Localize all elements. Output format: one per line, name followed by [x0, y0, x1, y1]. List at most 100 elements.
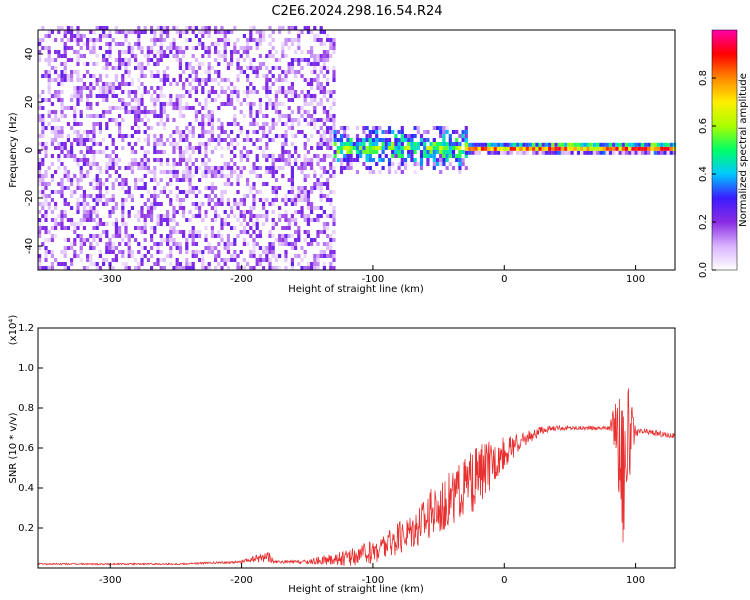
heatmap-cell — [159, 150, 163, 154]
heatmap-cell — [252, 198, 256, 202]
heatmap-cell — [403, 158, 408, 162]
heatmap-cell — [262, 86, 266, 90]
heatmap-cell — [175, 162, 179, 166]
heatmap-cell — [249, 62, 253, 66]
heatmap-cell — [156, 142, 160, 146]
heatmap-cell — [461, 162, 465, 166]
heatmap-cell — [185, 250, 189, 254]
heatmap-cell — [63, 198, 67, 202]
heatmap-cell — [252, 266, 256, 270]
heatmap-cell — [89, 146, 93, 150]
heatmap-cell — [82, 142, 86, 146]
heatmap-cell — [252, 66, 256, 70]
heatmap-cell — [70, 194, 74, 198]
heatmap-cell — [50, 250, 54, 254]
heatmap-cell — [73, 34, 77, 38]
heatmap-cell — [329, 214, 333, 218]
heatmap-cell — [60, 26, 64, 30]
heatmap-cell — [162, 94, 166, 98]
heatmap-cell — [47, 182, 51, 186]
heatmap-cell — [191, 66, 195, 70]
heatmap-cell — [242, 218, 246, 222]
heatmap-cell — [246, 66, 250, 70]
heatmap-cell — [391, 154, 395, 158]
heatmap-cell — [274, 58, 278, 62]
heatmap-cell — [86, 46, 90, 50]
heatmap-cell — [153, 158, 157, 162]
heatmap-cell — [310, 134, 314, 138]
heatmap-cell — [217, 262, 221, 266]
heatmap-cell — [92, 138, 96, 142]
heatmap-cell — [329, 162, 333, 166]
heatmap-cell — [252, 130, 256, 134]
heatmap-cell — [121, 98, 125, 102]
heatmap-cell — [166, 254, 170, 258]
heatmap-cell — [156, 70, 160, 74]
heatmap-cell — [435, 146, 440, 150]
colorbar-ticks: 0.00.20.40.60.8 — [698, 70, 716, 278]
heatmap-cell — [57, 222, 61, 226]
heatmap-cell — [394, 142, 398, 146]
heatmap-cell — [54, 226, 58, 230]
heatmap-cell — [60, 178, 64, 182]
heatmap-cell — [198, 214, 202, 218]
heatmap-cell — [262, 154, 266, 158]
heatmap-cell — [278, 58, 282, 62]
heatmap-cell — [532, 142, 536, 147]
heatmap-cell — [326, 142, 330, 146]
heatmap-cell — [220, 166, 224, 170]
heatmap-cell — [86, 194, 90, 198]
heatmap-cell — [137, 250, 141, 254]
heatmap-cell — [236, 134, 240, 138]
heatmap-cell — [326, 98, 330, 102]
heatmap-cell — [79, 38, 83, 42]
heatmap-cell — [146, 126, 150, 130]
heatmap-cell — [143, 202, 147, 206]
heatmap-cell — [284, 214, 288, 218]
heatmap-cell — [252, 230, 256, 234]
heatmap-cell — [70, 178, 74, 182]
heatmap-cell — [551, 146, 555, 151]
heatmap-cell — [602, 150, 606, 155]
heatmap-cell — [262, 206, 266, 210]
heatmap-cell — [236, 262, 240, 266]
heatmap-cell — [262, 258, 266, 262]
heatmap-cell — [124, 50, 128, 54]
heatmap-cell — [172, 146, 176, 150]
heatmap-cell — [98, 166, 102, 170]
heatmap-cell — [249, 106, 253, 110]
heatmap-cell — [79, 142, 83, 146]
heatmap-cell — [362, 150, 366, 154]
heatmap-cell — [381, 130, 385, 134]
heatmap-cell — [332, 258, 336, 262]
heatmap-cell — [89, 254, 93, 258]
heatmap-cell — [185, 134, 189, 138]
x-tick-label: -300 — [99, 575, 122, 586]
heatmap-cell — [70, 98, 74, 102]
heatmap-cell — [50, 130, 54, 134]
heatmap-cell — [201, 54, 205, 58]
heatmap-cell — [188, 146, 192, 150]
heatmap-cell — [118, 86, 122, 90]
heatmap-cell — [233, 198, 237, 202]
heatmap-cell — [188, 218, 192, 222]
heatmap-cell — [303, 162, 307, 166]
heatmap-cell — [400, 154, 404, 158]
heatmap-cell — [281, 86, 285, 90]
heatmap-cell — [326, 234, 330, 238]
heatmap-cell — [220, 26, 224, 30]
heatmap-cell — [310, 146, 314, 150]
heatmap-cell — [220, 234, 224, 238]
heatmap-cell — [300, 50, 304, 54]
heatmap-cell — [121, 210, 125, 214]
heatmap-cell — [79, 150, 83, 154]
heatmap-cell — [268, 90, 272, 94]
heatmap-cell — [509, 150, 513, 155]
heatmap-cell — [322, 62, 326, 66]
heatmap-cell — [371, 130, 376, 134]
heatmap-cell — [82, 62, 86, 66]
heatmap-cell — [47, 62, 51, 66]
heatmap-cell — [326, 50, 330, 54]
heatmap-cell — [108, 34, 112, 38]
heatmap-cell — [329, 118, 333, 122]
